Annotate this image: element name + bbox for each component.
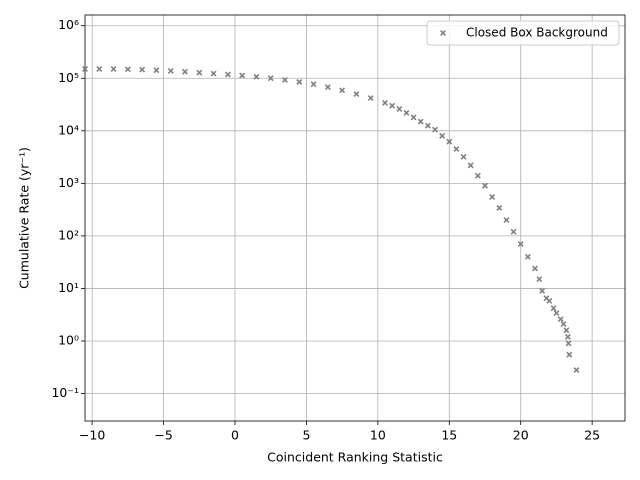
point — [560, 321, 567, 328]
point — [310, 81, 317, 88]
point — [324, 84, 331, 91]
legend-label: Closed Box Background — [466, 26, 608, 40]
y-tick-label: 10³ — [58, 175, 79, 190]
point — [460, 153, 467, 160]
point — [524, 253, 531, 260]
point — [446, 138, 453, 145]
x-tick-label: 25 — [584, 428, 600, 443]
y-tick-label: 10⁻¹ — [51, 385, 79, 400]
point — [474, 172, 481, 179]
point — [432, 126, 438, 133]
point — [382, 99, 388, 106]
point — [210, 70, 217, 77]
x-tick-label: 15 — [441, 428, 457, 443]
x-tick-label: 20 — [513, 428, 529, 443]
point — [296, 79, 303, 85]
point — [424, 122, 431, 129]
point — [110, 66, 117, 72]
point — [546, 297, 553, 304]
point — [564, 333, 571, 340]
point — [532, 265, 538, 272]
point — [557, 316, 564, 323]
y-tick-label: 10⁴ — [58, 122, 79, 137]
point — [467, 162, 474, 169]
point — [224, 71, 231, 78]
point — [553, 310, 560, 317]
plot-frame — [84, 14, 626, 422]
point — [367, 95, 374, 102]
point — [510, 228, 517, 235]
point — [167, 67, 174, 74]
y-tick-label: 10⁰ — [58, 332, 79, 347]
point — [536, 276, 543, 283]
point — [124, 66, 131, 73]
point — [410, 114, 417, 121]
point — [196, 69, 203, 76]
x-tick-label: 0 — [231, 428, 239, 443]
point — [339, 87, 346, 94]
point — [453, 146, 460, 152]
point — [396, 106, 403, 112]
y-tick-label: 10⁵ — [58, 70, 79, 85]
point — [550, 305, 557, 312]
point — [353, 91, 360, 98]
legend-marker — [440, 30, 446, 36]
point — [439, 132, 446, 139]
point — [96, 66, 103, 72]
point — [139, 66, 146, 73]
legend-box — [426, 20, 620, 46]
point — [563, 327, 570, 334]
x-tick-label: −10 — [79, 428, 105, 443]
x-tick-label: 10 — [370, 428, 386, 443]
point — [573, 367, 580, 373]
point — [482, 182, 488, 189]
y-tick-label: 10² — [58, 227, 79, 242]
x-tick-label: 5 — [302, 428, 310, 443]
x-axis-label: Coincident Ranking Statistic — [267, 450, 443, 465]
point — [182, 68, 188, 75]
point — [517, 241, 524, 248]
point — [282, 76, 288, 83]
point — [239, 72, 246, 79]
point — [153, 67, 160, 74]
point — [566, 351, 573, 358]
point — [565, 340, 572, 347]
y-tick-label: 10⁶ — [58, 17, 79, 32]
y-tick-label: 10¹ — [58, 280, 79, 295]
point — [82, 66, 88, 72]
point — [417, 118, 424, 125]
point — [267, 75, 274, 82]
point — [496, 205, 503, 211]
point — [389, 102, 396, 109]
point — [489, 194, 496, 200]
point — [503, 217, 510, 224]
x-tick-label: −5 — [154, 428, 172, 443]
point — [403, 109, 410, 116]
y-axis-label: Cumulative Rate (yr⁻¹) — [17, 147, 32, 289]
point — [539, 287, 546, 294]
point — [253, 73, 260, 80]
